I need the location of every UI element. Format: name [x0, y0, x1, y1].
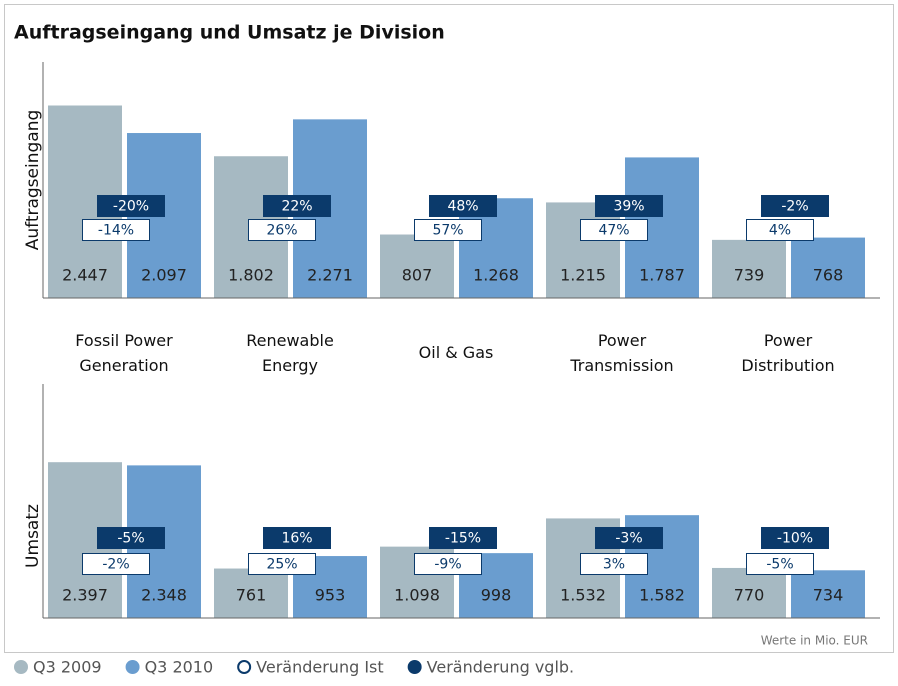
- change-box-ist: [580, 553, 648, 575]
- change-box-vglb: [761, 195, 829, 217]
- bar: [791, 570, 865, 618]
- bar-value-label: 739: [734, 266, 765, 285]
- change-box-ist: [82, 553, 150, 575]
- change-label-ist: 4%: [769, 223, 791, 239]
- change-label-vglb: -2%: [781, 199, 808, 215]
- bar-value-label: 807: [402, 266, 433, 285]
- change-label-vglb: 22%: [281, 199, 312, 215]
- bar-value-label: 2.397: [62, 586, 108, 605]
- legend-label: Q3 2010: [145, 658, 214, 677]
- change-label-vglb: -5%: [117, 531, 144, 547]
- legend-swatch: [237, 660, 252, 674]
- change-label-ist: 26%: [266, 223, 297, 239]
- bar-value-label: 734: [813, 586, 844, 605]
- x-tick-label: Renewable Energy: [246, 331, 334, 375]
- x-tick-label: Power Transmission: [569, 331, 673, 375]
- change-box-ist: [580, 219, 648, 241]
- legend-swatch: [14, 660, 28, 674]
- bar-value-label: 1.802: [228, 266, 274, 285]
- bar-value-label: 2.097: [141, 266, 187, 285]
- change-box-ist: [414, 553, 482, 575]
- change-box-vglb: [595, 527, 663, 549]
- y-axis-label: Umsatz: [23, 504, 43, 568]
- change-box-vglb: [263, 195, 331, 217]
- change-label-ist: 3%: [603, 557, 625, 573]
- bar-value-label: 2.447: [62, 266, 108, 285]
- change-label-ist: 47%: [598, 223, 629, 239]
- change-box-ist: [746, 219, 814, 241]
- change-box-vglb: [97, 195, 165, 217]
- bar-value-label: 768: [813, 266, 844, 285]
- legend-label: Veränderung vglb.: [427, 658, 574, 677]
- bar: [380, 234, 454, 298]
- change-box-vglb: [761, 527, 829, 549]
- chart-title: Auftragseingang und Umsatz je Division: [14, 22, 445, 44]
- bar-value-label: 1.098: [394, 586, 440, 605]
- x-tick-label: Oil & Gas: [419, 343, 494, 362]
- change-box-vglb: [429, 195, 497, 217]
- bar: [712, 239, 786, 298]
- change-label-ist: -2%: [102, 557, 129, 573]
- bar: [546, 202, 620, 298]
- change-box-ist: [248, 553, 316, 575]
- change-label-vglb: -20%: [113, 199, 149, 215]
- bar-value-label: 1.582: [639, 586, 685, 605]
- change-label-vglb: -3%: [615, 531, 642, 547]
- bar-value-label: 2.348: [141, 586, 187, 605]
- y-axis-label: Auftragseingang: [23, 110, 43, 251]
- bar-value-label: 1.787: [639, 266, 685, 285]
- bar-value-label: 770: [734, 586, 765, 605]
- change-box-vglb: [429, 527, 497, 549]
- change-label-ist: -14%: [98, 223, 134, 239]
- legend-swatch: [407, 660, 422, 674]
- change-box-ist: [414, 219, 482, 241]
- change-label-vglb: 39%: [613, 199, 644, 215]
- change-box-ist: [746, 553, 814, 575]
- change-label-vglb: -15%: [445, 531, 481, 547]
- change-label-vglb: 48%: [447, 199, 478, 215]
- bar: [712, 567, 786, 618]
- change-label-ist: -5%: [766, 557, 793, 573]
- change-box-vglb: [263, 527, 331, 549]
- change-label-vglb: 16%: [281, 531, 312, 547]
- change-label-ist: 57%: [432, 223, 463, 239]
- change-box-ist: [248, 219, 316, 241]
- bar-value-label: 1.268: [473, 266, 519, 285]
- bar-value-label: 953: [315, 586, 346, 605]
- bar-value-label: 1.215: [560, 266, 606, 285]
- bar-value-label: 998: [481, 586, 512, 605]
- change-box-ist: [82, 219, 150, 241]
- bar-value-label: 1.532: [560, 586, 606, 605]
- unit-note: Werte in Mio. EUR: [761, 634, 868, 648]
- bar-value-label: 2.271: [307, 266, 353, 285]
- change-label-vglb: -10%: [777, 531, 813, 547]
- bar: [791, 237, 865, 298]
- x-tick-label: Power Distribution: [741, 331, 834, 375]
- change-label-ist: 25%: [266, 557, 297, 573]
- legend-label: Veränderung Ist: [256, 658, 384, 677]
- change-label-ist: -9%: [434, 557, 461, 573]
- bar: [214, 568, 288, 618]
- bar-value-label: 761: [236, 586, 267, 605]
- legend-label: Q3 2009: [33, 658, 102, 677]
- x-tick-label: Fossil Power Generation: [75, 331, 173, 375]
- change-box-vglb: [97, 527, 165, 549]
- change-box-vglb: [595, 195, 663, 217]
- legend-swatch: [125, 660, 140, 674]
